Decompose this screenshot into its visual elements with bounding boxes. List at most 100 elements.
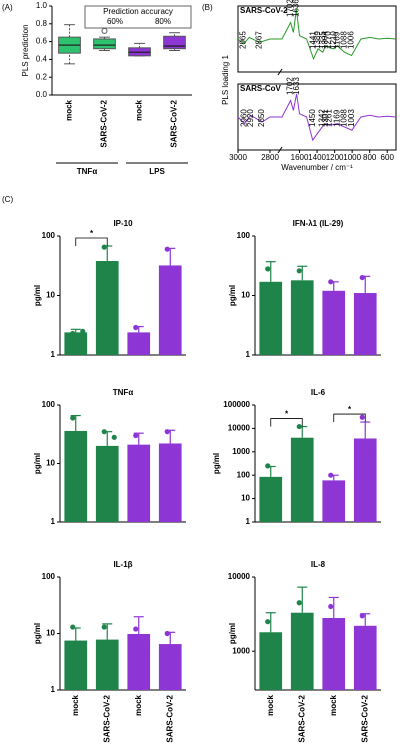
data-point [164, 630, 170, 637]
peak-label: 1261 [324, 109, 333, 127]
y-tick-label: 0.2 [36, 72, 48, 81]
bar [95, 445, 119, 522]
significance-bracket [333, 413, 366, 423]
bar [64, 430, 88, 522]
x-tick-label: mock [329, 694, 338, 715]
group-label: LPS [149, 167, 165, 176]
bar [95, 261, 119, 355]
y-tick-label: 10 [46, 629, 55, 638]
data-point [369, 449, 375, 455]
peak-label: 2960 [240, 109, 249, 127]
x-tick-label: 800 [363, 153, 377, 162]
data-point [338, 292, 344, 299]
spectrum-title: SARS-CoV [240, 84, 282, 93]
y-axis-label: pg/ml [33, 623, 42, 644]
significance-label: * [90, 229, 94, 238]
x-tick-label: 1200 [326, 153, 344, 162]
bar [64, 640, 88, 690]
data-point [296, 268, 302, 274]
x-tick-label: mock [266, 694, 275, 715]
outlier [101, 27, 108, 34]
data-point [369, 298, 375, 304]
data-point [306, 288, 312, 294]
y-tick-label: 0.0 [36, 90, 48, 99]
peak-label: 2965 [239, 31, 248, 49]
y-tick-label: 10 [46, 459, 55, 468]
x-tick-label: SARS-CoV-2 [100, 99, 109, 147]
peak-label: 1389 [313, 31, 322, 49]
y-tick-label: 1.0 [36, 1, 48, 10]
y-tick-label: 10000 [228, 572, 251, 581]
panel-label: (B) [202, 3, 213, 12]
peak-label: 2850 [257, 109, 266, 127]
y-tick-label: 1 [246, 517, 251, 526]
y-tick-label: 100 [42, 400, 56, 409]
peak-label: 1633 [292, 77, 301, 95]
x-tick-label: SARS-CoV-2 [165, 694, 174, 742]
data-point [328, 279, 334, 285]
data-point [275, 484, 281, 491]
data-point [111, 647, 117, 654]
data-point [296, 423, 302, 430]
chart-title: IL-6 [311, 388, 326, 397]
peak-label: 1304 [321, 31, 330, 49]
data-point [328, 603, 334, 610]
legend-entry: 80% [155, 17, 171, 26]
x-tick-label: SARS-CoV-2 [297, 694, 306, 742]
chart-title: IL-8 [311, 560, 326, 569]
chart-title: IP-10 [113, 219, 133, 228]
data-point [338, 631, 344, 637]
y-tick-label: 10 [46, 291, 55, 300]
significance-bracket [270, 418, 303, 427]
bar [64, 332, 88, 355]
data-point [101, 624, 107, 630]
legend-entry: 60% [107, 17, 123, 26]
data-point [164, 429, 170, 435]
peak-label: 1169 [332, 31, 341, 49]
x-tick-label: 3000 [229, 153, 247, 162]
bar [353, 293, 377, 355]
bar [259, 476, 283, 522]
peak-label: 2920 [246, 109, 255, 127]
data-point [143, 333, 149, 339]
spectrum-title: SARS-CoV-2 [240, 6, 288, 15]
x-tick-label: 1600 [291, 153, 309, 162]
spectrum [237, 9, 397, 61]
peak-label: 1450 [308, 109, 317, 127]
y-axis-label: pg/ml [212, 453, 221, 474]
bar [158, 443, 182, 522]
peak-label: 1210 [329, 31, 338, 49]
y-tick-label: 0.4 [36, 55, 48, 64]
data-point [265, 463, 271, 469]
data-point [359, 274, 365, 281]
y-tick-label: 100 [237, 231, 251, 240]
y-tick-label: 100000 [223, 400, 250, 409]
data-point [306, 445, 312, 451]
peak-label: 1006 [347, 31, 356, 49]
y-axis-label: PLS loading 1 [221, 55, 230, 105]
bar [290, 612, 314, 690]
bar [322, 618, 346, 690]
y-tick-label: 100 [237, 470, 251, 479]
data-point [338, 483, 344, 489]
x-tick-label: 1400 [308, 153, 326, 162]
data-point [359, 613, 365, 619]
y-tick-label: 1000 [232, 447, 250, 456]
bar [95, 639, 119, 690]
y-tick-label: 0.6 [36, 37, 48, 46]
y-tick-label: 1 [246, 350, 251, 359]
bar [322, 290, 346, 355]
x-tick-label: 1000 [343, 153, 361, 162]
y-tick-label: 1000 [232, 646, 250, 655]
data-point [275, 640, 281, 646]
data-point [143, 647, 149, 654]
peak-label: 1301 [321, 109, 330, 127]
x-axis-label: Wavenumber / cm⁻¹ [281, 163, 353, 172]
y-tick-label: 100 [42, 231, 56, 240]
bar [259, 632, 283, 690]
x-tick-label: mock [65, 99, 74, 120]
box [163, 35, 186, 50]
data-point [133, 432, 139, 439]
data-point [174, 447, 180, 453]
